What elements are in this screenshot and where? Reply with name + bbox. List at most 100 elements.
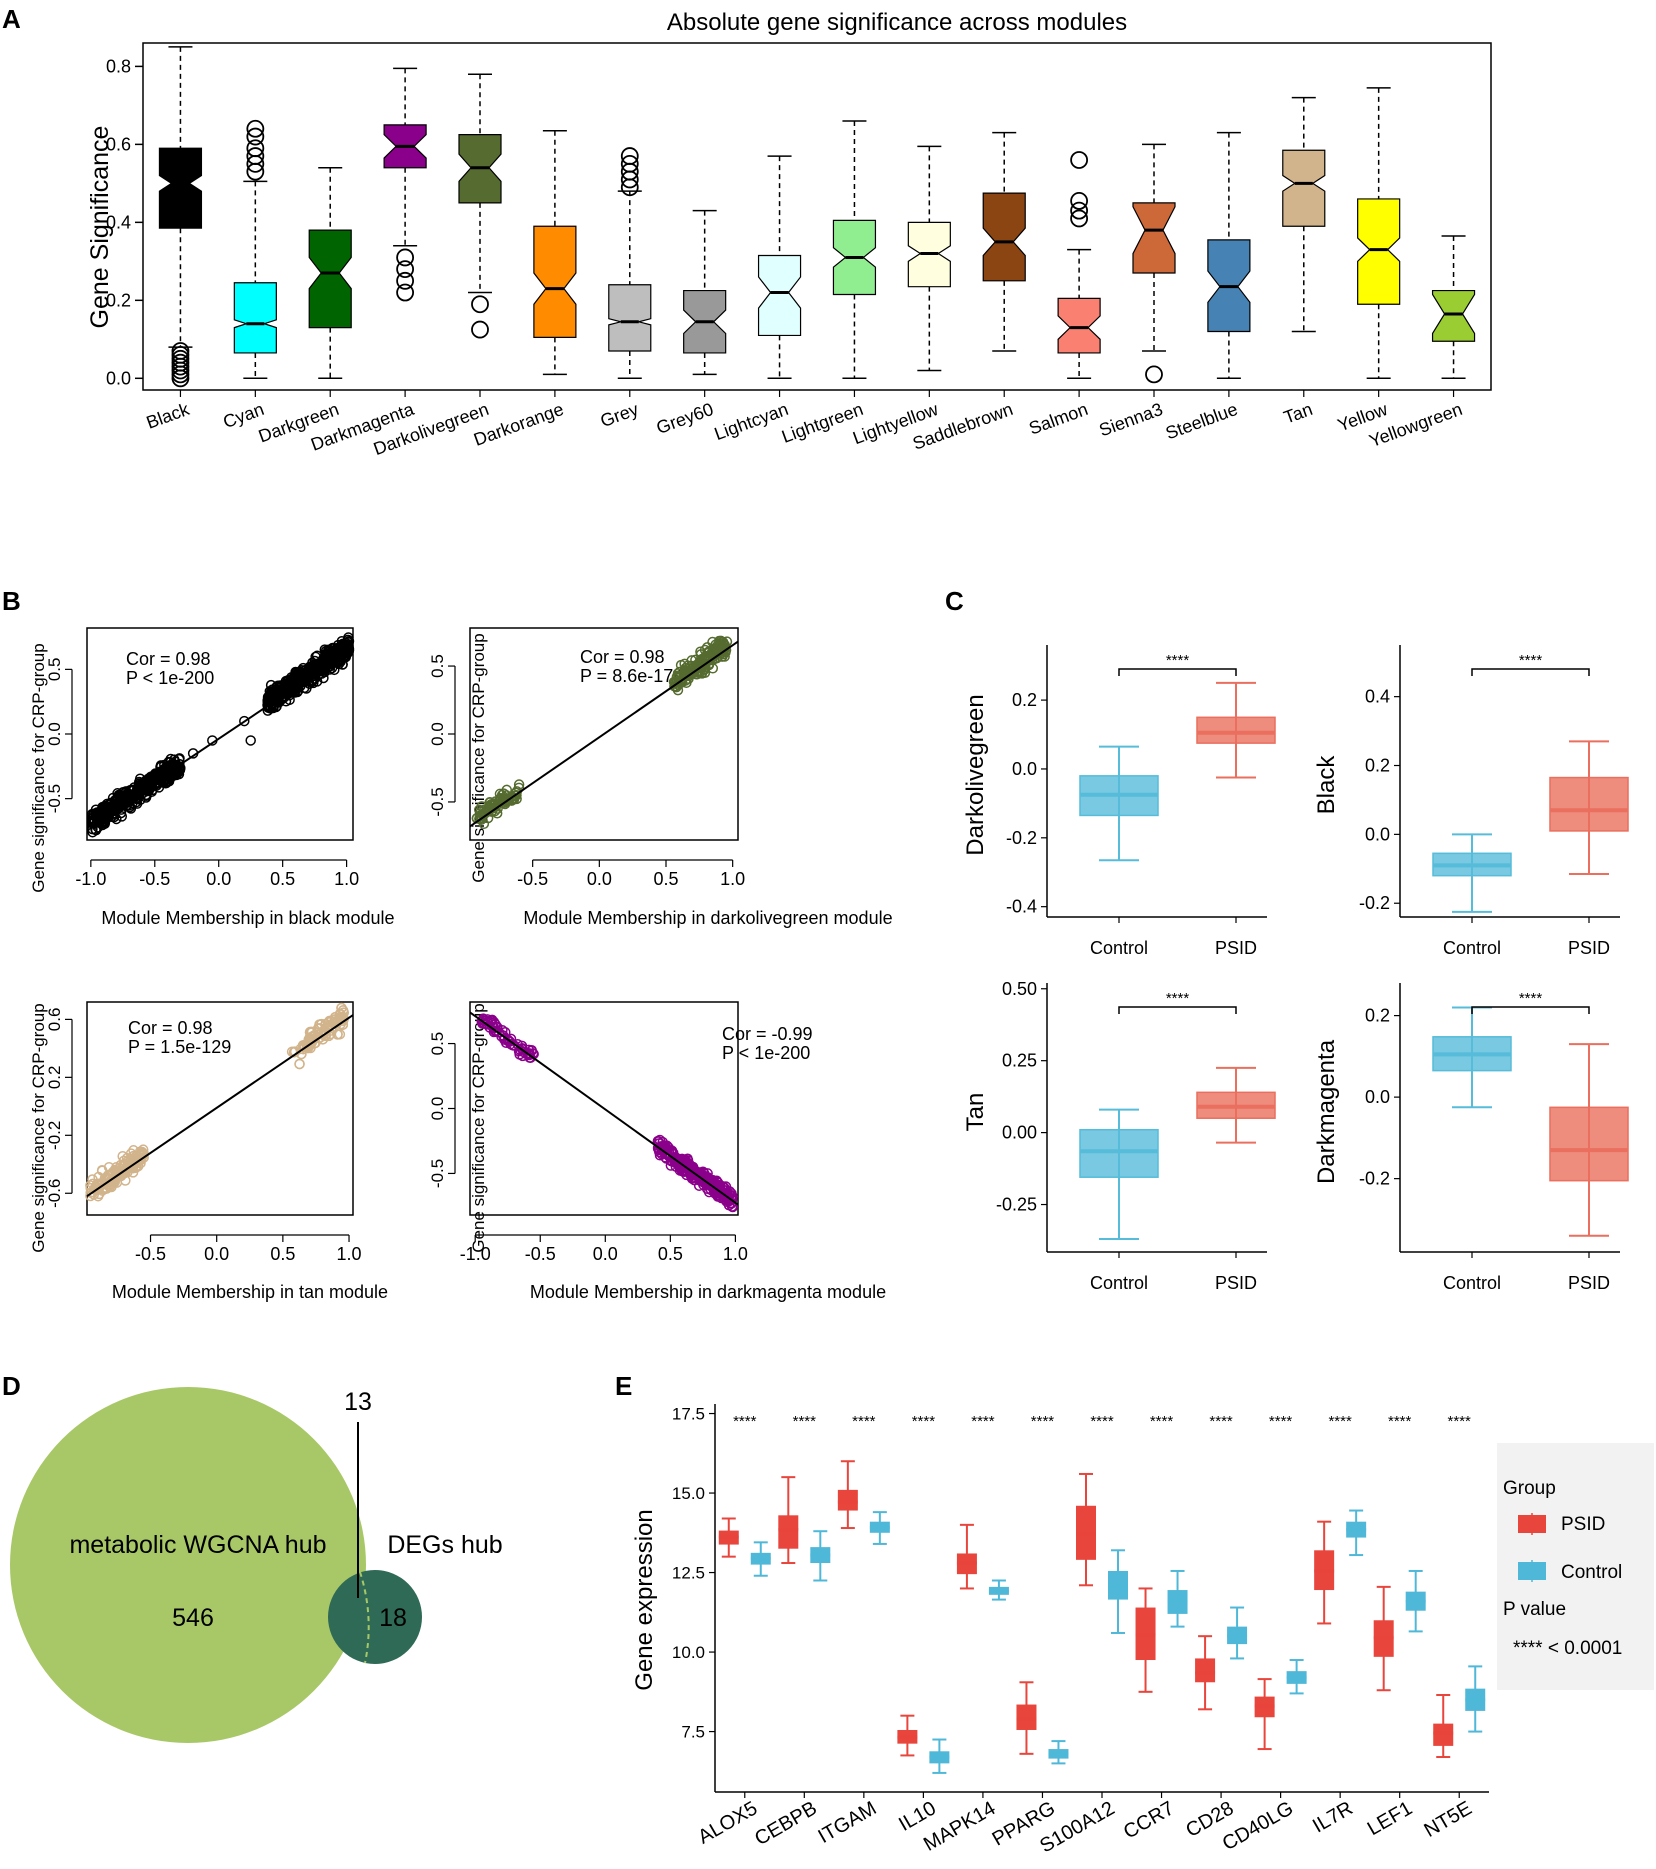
panel-b2-xlabel: Module Membership in darkolivegreen modu… — [523, 908, 892, 928]
scatter-ytick-label: 0.2 — [45, 1066, 64, 1090]
panel-a-outlier — [396, 283, 415, 302]
panel-a-outlier — [471, 295, 489, 314]
panel-e-box-psid — [1433, 1723, 1454, 1746]
panel-e-significance: **** — [1209, 1413, 1233, 1430]
panel-a-outlier — [246, 127, 265, 146]
box-xtick-label: PSID — [1568, 1273, 1610, 1293]
panel-c2-ylabel: Black — [1313, 755, 1340, 815]
scatter-xtick-label: -0.5 — [525, 1244, 556, 1264]
scatter-point — [678, 1166, 689, 1177]
panel-b2-ylabel: Gene significance for CRP-group — [469, 633, 488, 882]
panel-e-xtick-label: CCR7 — [1120, 1797, 1178, 1843]
panel-a-outlier — [1070, 192, 1089, 210]
box-ytick-label: 0.0 — [1012, 759, 1037, 779]
box-xtick-label: Control — [1090, 1273, 1148, 1293]
scatter-point — [281, 680, 293, 692]
scatter-point — [165, 766, 177, 777]
panel-a-box-black — [158, 147, 203, 229]
panel-label-e: E — [615, 1371, 632, 1401]
panel-b-tan-scatter: Gene significance for CRP-group Module M… — [29, 1001, 388, 1302]
scatter-fit-line — [86, 1014, 354, 1197]
scatter-point — [304, 1032, 315, 1043]
panel-e-box-control — [1108, 1570, 1128, 1600]
scatter-ytick-label: -0.5 — [428, 787, 447, 816]
panel-b-darkolivegreen-scatter: Gene significance for CRP-group Module M… — [428, 627, 893, 928]
box-ytick-label: -0.2 — [1359, 1169, 1390, 1189]
significance-bracket — [1471, 1006, 1590, 1014]
scatter-point — [676, 1158, 688, 1169]
scatter-point — [710, 639, 721, 651]
panel-e-xtick-label: NT5E — [1420, 1797, 1475, 1842]
panel-a-box-darkgreen — [308, 229, 352, 329]
box-ytick-label: 0.2 — [1365, 1006, 1390, 1026]
box-xtick-label: Control — [1443, 1273, 1501, 1293]
box-psid — [1549, 1106, 1629, 1182]
panel-e-ytick-label: 15.0 — [672, 1484, 705, 1503]
panel-a-box-tan — [1282, 149, 1326, 227]
scatter-point — [513, 779, 525, 790]
box-xtick-label: PSID — [1568, 938, 1610, 958]
panel-label-a: A — [2, 4, 21, 34]
scatter-xtick-label: 1.0 — [337, 1244, 362, 1264]
scatter-point — [702, 651, 714, 662]
panel-b3-pvalue: P = 1.5e-129 — [128, 1037, 231, 1057]
scatter-ytick-label: -0.5 — [45, 784, 64, 813]
panel-a-ytick-label: 0.8 — [106, 56, 131, 76]
scatter-point — [342, 647, 353, 659]
scatter-ytick-label: 0.0 — [428, 722, 447, 746]
panel-e-ytick-label: 7.5 — [681, 1723, 705, 1742]
venn-overlap-edge — [359, 1571, 370, 1664]
panel-e-significance: **** — [1448, 1413, 1472, 1430]
scatter-point — [102, 807, 114, 818]
scatter-point — [332, 1029, 343, 1040]
scatter-point — [518, 1046, 529, 1058]
box-psid — [1549, 776, 1629, 832]
scatter-point — [125, 1148, 137, 1159]
panel-a-xtick-label: Tan — [1281, 399, 1315, 428]
box-ytick-label: -0.4 — [1006, 897, 1037, 917]
scatter-point — [291, 672, 302, 684]
panel-a-outlier — [246, 139, 265, 158]
box-ytick-label: 0.50 — [1002, 979, 1037, 999]
scatter-point — [479, 804, 490, 815]
box-control — [1079, 1128, 1159, 1178]
scatter-xtick-label: -0.5 — [517, 869, 548, 889]
scatter-point — [88, 817, 100, 829]
scatter-ytick-label: 0.6 — [45, 1008, 64, 1032]
panel-a-ytick-label: 0.4 — [106, 212, 131, 232]
box-xtick-label: Control — [1443, 938, 1501, 958]
panel-a-outlier — [471, 320, 489, 339]
box-ytick-label: 0.2 — [1012, 690, 1037, 710]
panel-b3-xlabel: Module Membership in tan module — [112, 1282, 388, 1302]
panel-a-ylabel: Gene Significance — [86, 126, 114, 329]
scatter-xtick-label: 0.5 — [658, 1244, 683, 1264]
panel-a-xtick-label: Lightgreen — [779, 399, 866, 447]
panel-a-outlier — [1070, 151, 1089, 169]
panel-a-xtick-label: Lightcyan — [712, 399, 791, 444]
scatter-xtick-label: 1.0 — [720, 869, 745, 889]
scatter-point — [120, 789, 132, 801]
venn-label-degs: DEGs hub — [387, 1531, 502, 1559]
panel-b4-ylabel: Gene significance for CRP-group — [469, 1003, 488, 1252]
legend-control-label: Control — [1561, 1562, 1622, 1583]
scatter-xtick-label: -1.0 — [75, 869, 106, 889]
scatter-point — [128, 1145, 139, 1156]
panel-a-outlier — [620, 154, 639, 173]
scatter-point — [334, 1012, 346, 1024]
scatter-point — [90, 1184, 102, 1195]
panel-e-legend: Group PSID Control P value **** < 0.0001 — [1497, 1443, 1654, 1690]
panel-b3-cor: Cor = 0.98 — [128, 1018, 213, 1038]
panel-a-xtick-label: Sienna3 — [1096, 399, 1165, 440]
legend-title: Group — [1503, 1478, 1556, 1499]
panel-a-ytick-label: 0.2 — [106, 290, 131, 310]
scatter-point — [702, 647, 713, 659]
scatter-ytick-label: -0.5 — [428, 1159, 447, 1188]
venn-intersection-count: 13 — [344, 1388, 372, 1416]
panel-e-significance: **** — [733, 1413, 757, 1430]
scatter-point — [489, 805, 501, 817]
panel-e-ytick-label: 10.0 — [672, 1643, 705, 1662]
panel-e-significance: **** — [793, 1413, 817, 1430]
box-ytick-label: 0.0 — [1365, 824, 1390, 844]
panel-b4-xlabel: Module Membership in darkmagenta module — [530, 1282, 886, 1302]
scatter-point — [309, 1029, 320, 1041]
